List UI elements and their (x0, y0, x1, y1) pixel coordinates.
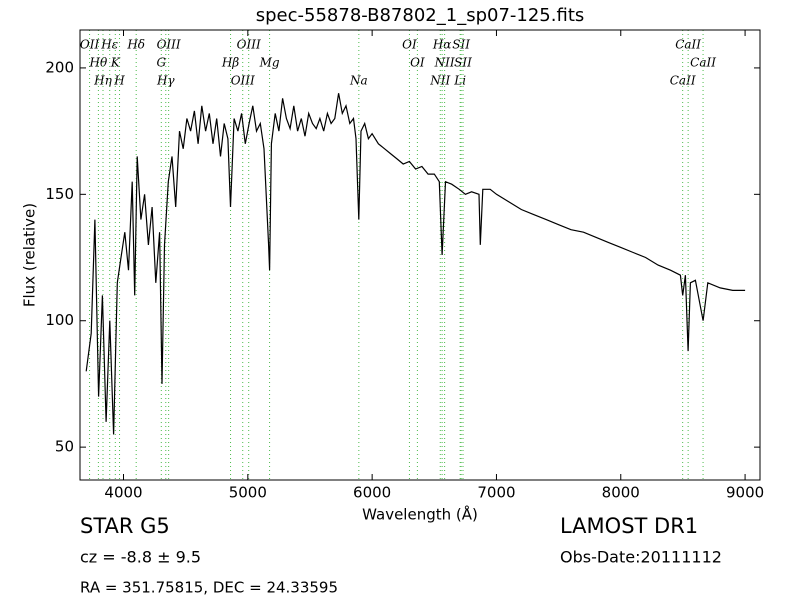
spectral-line-label: SII (454, 56, 472, 70)
spectral-line-label: CaII (690, 56, 716, 70)
x-tick-label: 4000 (104, 484, 142, 502)
spectral-line-label: Hβ (221, 56, 239, 70)
spectral-line-label: Hγ (156, 74, 175, 88)
y-axis-label: Flux (relative) (21, 203, 39, 307)
spectral-line-label: CaII (675, 38, 701, 52)
spectral-line-label: Hδ (126, 38, 145, 52)
x-tick-label: 9000 (726, 484, 764, 502)
x-axis-label: Wavelength (Å) (362, 505, 478, 524)
y-tick-label: 150 (45, 185, 74, 203)
x-tick-label: 7000 (477, 484, 515, 502)
y-tick-label: 50 (55, 438, 74, 456)
y-tick-label: 100 (45, 311, 74, 329)
spectral-line-label: OIII (237, 38, 261, 52)
spectral-line-label: NII (434, 56, 455, 70)
spectral-line-label: K (110, 56, 121, 70)
spectral-line-label: OIII (157, 38, 181, 52)
object-class: STAR G5 (80, 514, 170, 538)
spectral-line-label: H (113, 74, 125, 88)
spectrum-line (85, 93, 746, 435)
x-tick-label: 5000 (229, 484, 267, 502)
spectral-line-label: Hε (100, 38, 118, 52)
chart-title: spec-55878-B87802_1_sp07-125.fits (256, 5, 585, 26)
spectral-line-label: OI (410, 56, 425, 70)
obs-date: Obs-Date:20111112 (560, 548, 722, 567)
y-tick-label: 200 (45, 58, 74, 76)
plot-frame (79, 29, 761, 481)
spectral-line-label: OII (80, 38, 100, 52)
spectral-line-label: Hη (93, 74, 112, 88)
spectral-line-label: SII (452, 38, 470, 52)
x-tick-label: 6000 (353, 484, 391, 502)
spectral-line-label: OIII (231, 74, 255, 88)
spectral-line-label: Mg (259, 56, 280, 70)
spectral-line-label: OI (402, 38, 417, 52)
spectral-line-label: Hα (432, 38, 452, 52)
spectral-line-label: Li (453, 74, 466, 88)
spectral-line-label: CaII (670, 74, 696, 88)
spectral-line-label: G (157, 56, 167, 70)
coordinates: RA = 351.75815, DEC = 24.33595 (80, 579, 338, 597)
spectral-line-label: NII (429, 74, 450, 88)
spectral-line-label: Hθ (89, 56, 108, 70)
x-tick-label: 8000 (602, 484, 640, 502)
survey: LAMOST DR1 (560, 514, 698, 538)
spectral-line-label: Na (349, 74, 368, 88)
redshift: cz = -8.8 ± 9.5 (80, 548, 201, 567)
